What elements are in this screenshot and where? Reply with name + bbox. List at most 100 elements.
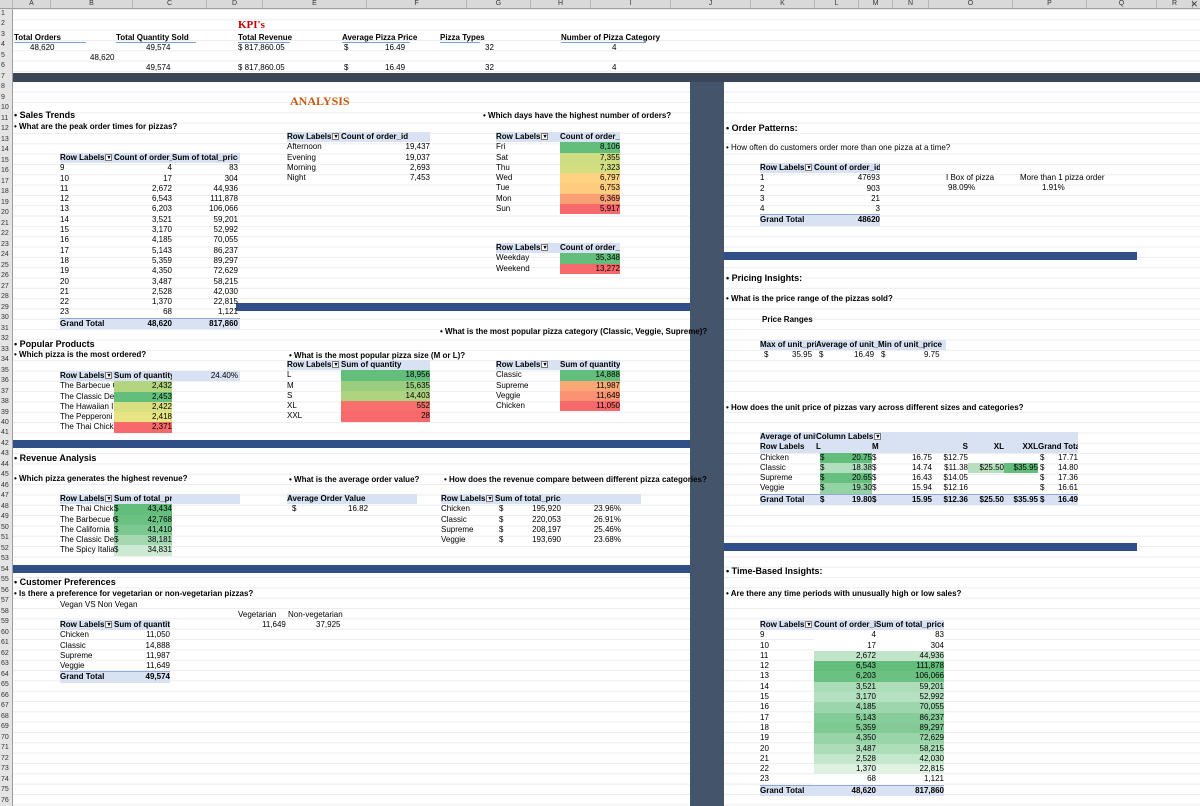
row-header[interactable]: 41 — [1, 429, 9, 437]
hour-label[interactable]: 11 — [760, 650, 769, 660]
price-small[interactable]: $12.16 — [943, 483, 968, 493]
grand-total-row[interactable]: Grand Total 48,620 817,860 — [60, 317, 240, 330]
row-header[interactable]: 68 — [1, 712, 9, 720]
table-row[interactable]: 20 3,487 58,215 — [60, 277, 240, 287]
order-count[interactable]: 3,487 — [151, 276, 172, 286]
row-header[interactable]: 29 — [1, 303, 9, 311]
total-price[interactable]: 52,992 — [876, 692, 944, 703]
total-price[interactable]: 59,201 — [213, 214, 238, 224]
row-header[interactable]: 18 — [1, 188, 9, 196]
pivot-weekday-weekend[interactable]: Row Labels▾ Count of order_id Weekday 35,34… — [496, 243, 620, 274]
pivot-time-based-sales[interactable]: Row Labels ▾ Count of order_id Sum of total… — [760, 620, 944, 797]
order-count[interactable]: 35,348 — [560, 253, 620, 264]
order-count[interactable]: 4 — [167, 163, 172, 173]
kpi-total-quantity[interactable]: 49,574 — [146, 43, 171, 52]
table-row[interactable]: 16 4,185 70,055 — [760, 702, 944, 713]
total-price[interactable]: 1,121 — [876, 774, 944, 785]
currency-symbol[interactable]: $ — [1040, 452, 1045, 462]
row-header[interactable]: 35 — [1, 366, 9, 374]
quantity[interactable]: 552 — [341, 401, 430, 412]
row-header[interactable]: 27 — [1, 282, 9, 290]
category-label[interactable]: Supreme — [760, 473, 793, 483]
size-label[interactable]: L — [287, 370, 292, 380]
pizza-name[interactable]: The Barbecue C — [60, 381, 114, 391]
table-row[interactable]: XL 552 — [287, 401, 430, 412]
total-price[interactable]: 72,629 — [213, 266, 238, 276]
order-count[interactable]: 2,672 — [814, 650, 876, 662]
row-label[interactable]: Morning — [287, 162, 316, 172]
revenue[interactable]: 220,053 — [532, 514, 561, 524]
total-price[interactable]: 58,215 — [876, 743, 944, 754]
total-price[interactable]: 42,030 — [213, 286, 238, 296]
category-label[interactable]: Chicken — [760, 452, 789, 462]
row-header[interactable]: 30 — [1, 314, 9, 322]
table-row[interactable]: Supreme 11,987 — [60, 651, 170, 661]
row-header[interactable]: 21 — [1, 219, 9, 227]
order-count[interactable]: 5,359 — [814, 722, 876, 734]
order-count[interactable]: 68 — [814, 774, 876, 785]
row-label[interactable]: 22 — [60, 297, 69, 307]
table-row[interactable]: The Barbecue C 2,432 — [60, 381, 240, 392]
table-row[interactable]: 10 17 304 — [60, 174, 240, 184]
kpi-category-count[interactable]: 4 — [612, 43, 617, 52]
total-price[interactable]: 89,297 — [213, 255, 238, 265]
column-header[interactable]: A — [13, 0, 51, 8]
day-label[interactable]: Fri — [496, 142, 506, 152]
table-row[interactable]: Veggie $193,690 23.68% — [441, 535, 641, 545]
period-label[interactable]: Weekend — [496, 263, 530, 273]
total-price[interactable]: 111,878 — [876, 661, 944, 672]
day-label[interactable]: Sat — [496, 152, 509, 162]
row-label[interactable]: Night — [287, 173, 306, 183]
table-row[interactable]: Classic $18.38 $14.74 $11.38 $25.50 $35.95 $14… — [760, 462, 1078, 474]
row-header[interactable]: 45 — [1, 471, 9, 479]
max-price-currency[interactable]: $ — [764, 350, 769, 359]
table-row[interactable]: Supreme 11,987 — [496, 380, 620, 391]
table-row[interactable]: 3 21 — [760, 194, 880, 204]
category-label[interactable]: Grand Total — [760, 494, 805, 504]
hour-label[interactable]: 17 — [760, 712, 769, 722]
grand-total-cell[interactable]: 48,620 — [147, 318, 172, 328]
price-medium[interactable]: 15.94 — [911, 483, 932, 493]
row-header[interactable]: 66 — [1, 691, 9, 699]
order-count[interactable]: 3,521 — [151, 214, 172, 224]
row-header[interactable]: 40 — [1, 418, 9, 426]
order-count[interactable]: 19,037 — [405, 152, 430, 162]
order-count[interactable]: 3,170 — [151, 225, 172, 235]
quantity[interactable]: 14,888 — [560, 370, 620, 381]
table-row[interactable]: The Thai Chicke 2,371 — [60, 422, 240, 433]
filter-dropdown-icon[interactable]: ▾ — [541, 361, 549, 369]
row-header[interactable]: 3 — [1, 30, 5, 38]
max-price-value[interactable]: 35.95 — [792, 350, 813, 359]
filter-dropdown-icon[interactable]: ▾ — [805, 164, 813, 172]
row-header[interactable]: 51 — [1, 534, 9, 542]
order-count[interactable]: 1,370 — [151, 297, 172, 307]
single-box-pct[interactable]: 98.09% — [948, 183, 976, 192]
total-price[interactable]: 1,121 — [217, 307, 238, 317]
column-header[interactable]: F — [367, 0, 467, 8]
table-row[interactable]: Supreme $20.65 $16.43 $14.05 $17.36 — [760, 473, 1078, 484]
price-xxl[interactable] — [1004, 473, 1038, 483]
row-header[interactable]: 65 — [1, 681, 9, 689]
table-row[interactable]: Veggie 11,649 — [496, 390, 620, 402]
avg-price-value[interactable]: 16.49 — [854, 350, 875, 359]
currency-symbol[interactable]: $ — [499, 535, 504, 545]
filter-dropdown-icon[interactable]: ▾ — [541, 244, 549, 252]
total-price[interactable]: 22,815 — [876, 764, 944, 775]
total-price[interactable]: 111,878 — [210, 194, 238, 204]
currency-symbol[interactable]: $ — [820, 462, 830, 474]
order-count[interactable]: 7,323 — [560, 162, 620, 174]
table-row[interactable]: The Classic De 2,453 — [60, 391, 240, 402]
order-count[interactable]: 6,543 — [814, 661, 876, 672]
grand-total-label[interactable]: Grand Total — [760, 215, 805, 225]
category-label[interactable]: Supreme — [441, 524, 474, 534]
filter-dropdown-icon[interactable]: ▾ — [805, 621, 813, 629]
kpi-orders-copy[interactable]: 48,620 — [90, 53, 115, 62]
table-row[interactable]: M 15,635 — [287, 380, 430, 391]
filter-dropdown-icon[interactable]: ▾ — [105, 621, 113, 629]
hour-label[interactable]: 20 — [760, 743, 769, 753]
pivot-price-by-size-category[interactable]: Average of unit_Column Labels▾Row Labels… — [760, 432, 1078, 506]
table-row[interactable]: Night 7,453 — [287, 173, 430, 183]
row-label[interactable]: Afternoon — [287, 142, 322, 152]
filter-dropdown-icon[interactable]: ▾ — [332, 361, 340, 369]
